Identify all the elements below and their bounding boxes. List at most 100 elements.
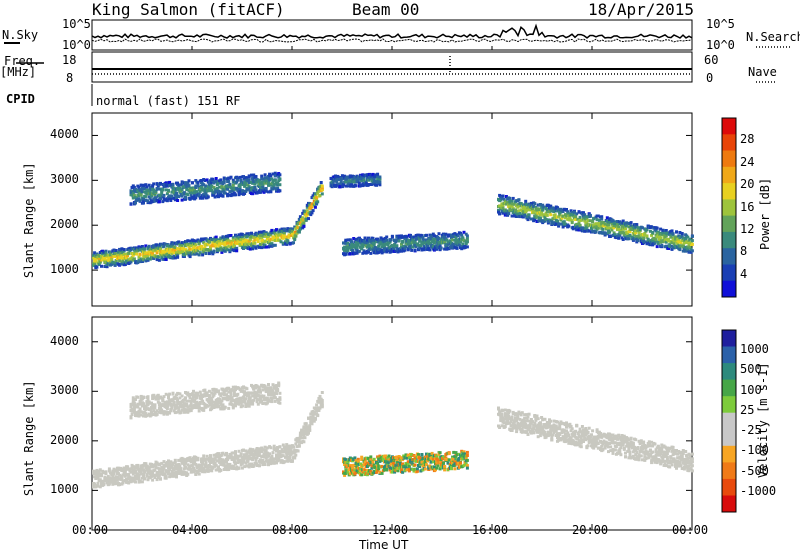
scatter-cell bbox=[152, 257, 156, 260]
scatter-cell bbox=[227, 179, 231, 183]
scatter-cell bbox=[268, 399, 272, 403]
scatter-cell bbox=[198, 251, 202, 255]
scatter-cell bbox=[165, 407, 169, 411]
scatter-cell bbox=[242, 448, 245, 452]
scatter-cell bbox=[220, 250, 224, 254]
scatter-cell bbox=[252, 190, 256, 193]
scatter-cell bbox=[610, 222, 614, 226]
scatter-cell bbox=[651, 239, 655, 243]
scatter-cell bbox=[175, 475, 178, 479]
scatter-cell bbox=[594, 222, 598, 226]
scatter-cell bbox=[161, 200, 165, 204]
noise-top-right: 10^5 bbox=[706, 17, 735, 31]
scatter-cell bbox=[251, 192, 255, 196]
scatter-cell bbox=[167, 466, 170, 469]
scatter-cell bbox=[123, 471, 127, 475]
scatter-cell bbox=[121, 481, 125, 485]
scatter-cell bbox=[161, 398, 165, 402]
scatter-cell bbox=[239, 180, 243, 184]
scatter-cell bbox=[382, 246, 386, 250]
scatter-cell bbox=[202, 249, 206, 253]
scatter-cell bbox=[584, 224, 588, 228]
scatter-cell bbox=[567, 212, 571, 216]
scatter-cell bbox=[237, 449, 241, 453]
scatter-cell bbox=[95, 265, 99, 269]
scatter-cell bbox=[240, 241, 244, 245]
scatter-cell bbox=[170, 474, 174, 478]
scatter-cell bbox=[281, 236, 285, 240]
scatter-cell bbox=[600, 215, 604, 219]
scatter-cell bbox=[154, 196, 158, 200]
scatter-cell bbox=[151, 478, 155, 482]
scatter-cell bbox=[294, 453, 298, 457]
scatter-cell bbox=[556, 219, 559, 223]
scatter-cell bbox=[228, 397, 232, 401]
scatter-cell bbox=[456, 242, 460, 245]
scatter-cell bbox=[180, 408, 184, 412]
scatter-cell bbox=[94, 257, 98, 260]
scatter-cell bbox=[179, 470, 183, 474]
scatter-cell bbox=[619, 228, 623, 232]
scatter-cell bbox=[188, 255, 192, 259]
scatter-cell bbox=[257, 388, 261, 392]
scatter-cell bbox=[221, 188, 225, 191]
scatter-cell bbox=[134, 411, 137, 415]
scatter-cell bbox=[256, 402, 260, 406]
scatter-cell bbox=[688, 246, 692, 249]
scatter-cell bbox=[178, 392, 182, 396]
scatter-cell bbox=[165, 197, 169, 201]
scatter-cell bbox=[635, 223, 639, 227]
scatter-cell bbox=[188, 247, 192, 251]
scatter-cell bbox=[231, 403, 235, 407]
scatter-cell bbox=[265, 390, 269, 393]
scatter-cell bbox=[434, 238, 437, 242]
scatter-cell bbox=[223, 191, 227, 195]
scatter-cell bbox=[351, 249, 355, 252]
scatter-cell bbox=[147, 466, 151, 470]
scatter-cell bbox=[172, 401, 176, 405]
scatter-cell bbox=[431, 237, 435, 241]
scatter-cell bbox=[189, 244, 193, 248]
scatter-cell bbox=[272, 394, 276, 398]
scatter-cell bbox=[664, 234, 668, 238]
scatter-cell bbox=[664, 229, 668, 232]
scatter-cell bbox=[131, 396, 135, 400]
scatter-cell bbox=[131, 398, 135, 402]
scatter-cell bbox=[105, 476, 109, 480]
scatter-cell bbox=[195, 252, 199, 256]
scatter-cell bbox=[97, 258, 101, 261]
scatter-cell bbox=[96, 484, 100, 488]
scatter-cell bbox=[217, 181, 220, 185]
scatter-cell bbox=[187, 399, 191, 403]
scatter-cell bbox=[93, 482, 97, 486]
scatter-cell bbox=[655, 245, 659, 249]
scatter-cell bbox=[372, 175, 376, 179]
scatter-cell bbox=[517, 198, 521, 202]
scatter-cell bbox=[267, 234, 270, 238]
scatter-cell bbox=[244, 190, 248, 193]
scatter-cell bbox=[429, 241, 433, 245]
scatter-cell bbox=[668, 245, 672, 248]
scatter-cell bbox=[197, 193, 201, 197]
scatter-cell bbox=[130, 247, 134, 250]
scatter-cell bbox=[235, 180, 239, 184]
scatter-cell bbox=[647, 241, 651, 245]
scatter-cell bbox=[225, 451, 228, 455]
scatter-cell bbox=[618, 233, 622, 237]
scatter-cell bbox=[226, 187, 230, 191]
scatter-cell bbox=[600, 217, 604, 221]
scatter-cell bbox=[621, 227, 625, 231]
scatter-cell bbox=[204, 252, 208, 255]
scatter-cell bbox=[461, 236, 465, 240]
scatter-cell bbox=[448, 246, 452, 249]
scatter-cell bbox=[193, 194, 197, 198]
scatter-cell bbox=[137, 414, 141, 418]
scatter-cell bbox=[254, 175, 258, 178]
scatter-cell bbox=[599, 224, 602, 228]
scatter-cell bbox=[200, 185, 203, 189]
scatter-cell bbox=[634, 231, 638, 235]
scatter-cell bbox=[690, 249, 694, 253]
scatter-cell bbox=[279, 233, 283, 237]
scatter-cell bbox=[117, 250, 120, 254]
scatter-cell bbox=[355, 246, 359, 250]
